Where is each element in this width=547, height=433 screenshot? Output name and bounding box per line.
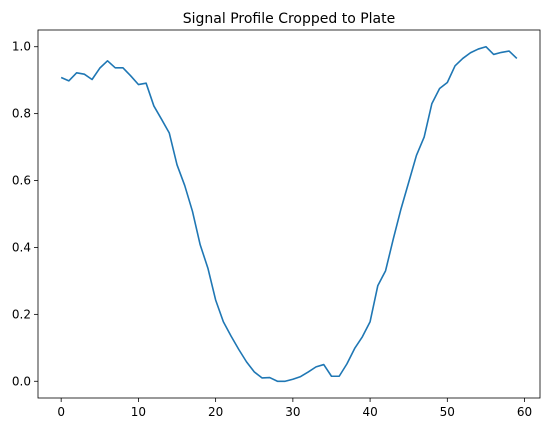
x-tick-label: 10 xyxy=(131,405,146,419)
x-axis: 0 10 20 30 40 50 60 xyxy=(57,398,532,419)
y-tick-label: 0.4 xyxy=(12,240,31,254)
y-tick-label: 0.2 xyxy=(12,307,31,321)
x-tick-label: 40 xyxy=(362,405,377,419)
x-tick-label: 20 xyxy=(208,405,223,419)
signal-series-line xyxy=(60,45,518,383)
y-tick-label: 0.0 xyxy=(12,374,31,388)
y-axis: 0.0 0.2 0.4 0.6 0.8 1.0 xyxy=(12,40,38,388)
chart-title: Signal Profile Cropped to Plate xyxy=(183,11,395,27)
y-tick-label: 0.8 xyxy=(12,107,31,121)
x-tick-label: 0 xyxy=(57,405,65,419)
y-tick-label: 0.6 xyxy=(12,174,31,188)
plot-frame xyxy=(37,29,541,399)
x-tick-label: 30 xyxy=(285,405,300,419)
series-points xyxy=(61,46,517,382)
x-tick-label: 60 xyxy=(517,405,532,419)
y-tick-label: 1.0 xyxy=(12,40,31,54)
x-tick-label: 50 xyxy=(440,405,455,419)
